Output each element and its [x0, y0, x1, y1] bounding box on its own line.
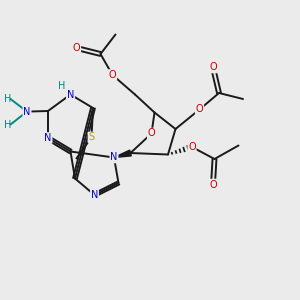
Text: N: N — [91, 190, 98, 200]
Text: O: O — [109, 70, 116, 80]
Text: O: O — [188, 142, 196, 152]
Text: O: O — [209, 179, 217, 190]
Text: H: H — [4, 119, 11, 130]
Text: O: O — [196, 104, 203, 115]
Text: O: O — [73, 43, 80, 53]
Text: O: O — [209, 62, 217, 73]
Text: H: H — [58, 81, 65, 91]
Polygon shape — [114, 150, 131, 158]
Text: N: N — [110, 152, 118, 163]
Text: N: N — [23, 106, 31, 117]
Text: N: N — [67, 89, 74, 100]
Text: O: O — [148, 128, 155, 139]
Text: H: H — [4, 94, 11, 104]
Text: N: N — [44, 133, 52, 143]
Text: S: S — [88, 132, 94, 142]
